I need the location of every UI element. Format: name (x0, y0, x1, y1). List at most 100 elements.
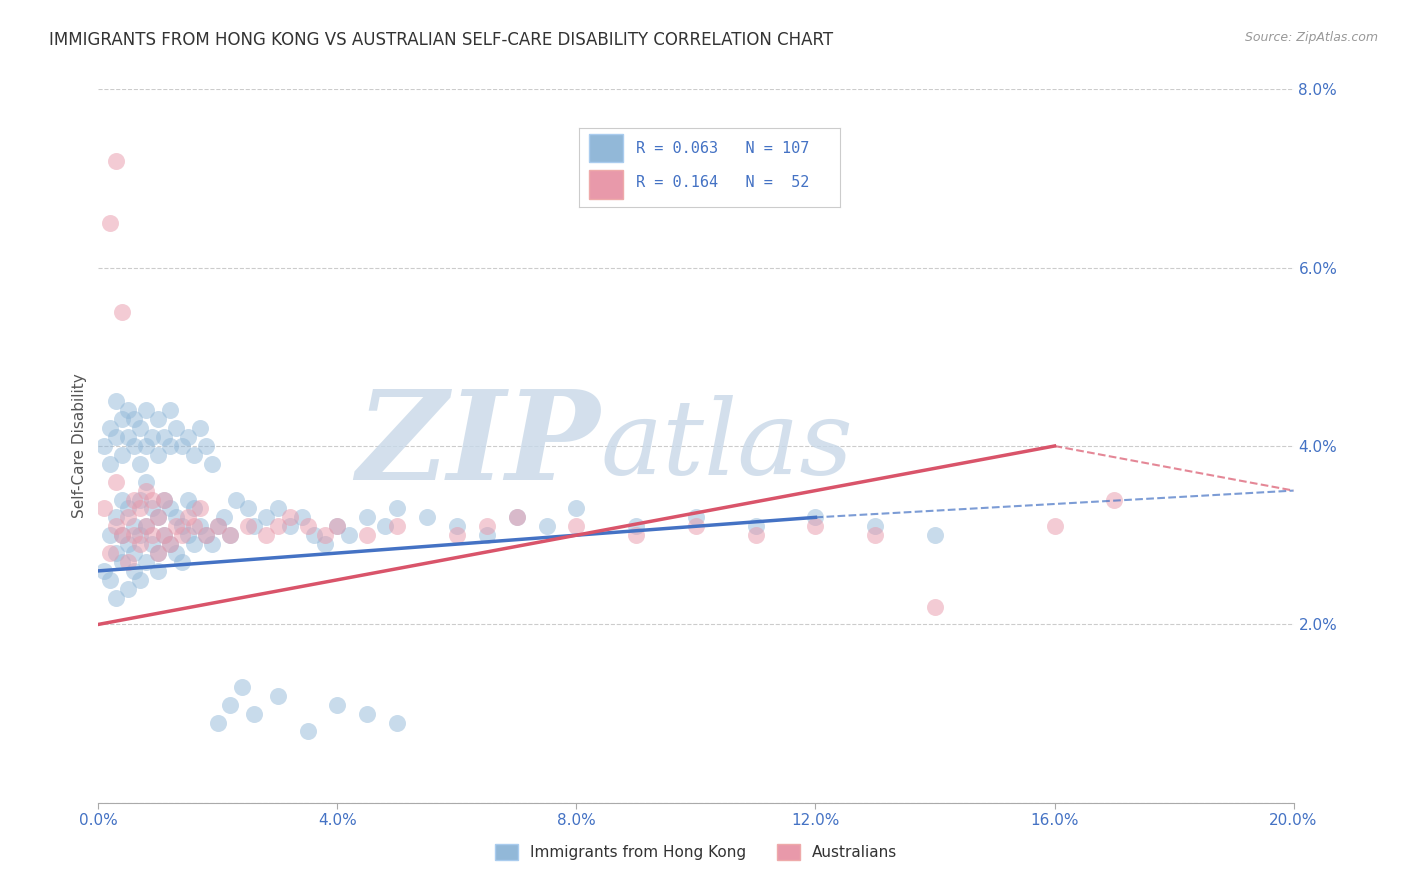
Point (236, 519, 259, 533)
Point (326, 698, 349, 712)
Point (148, 412, 170, 426)
Point (188, 519, 211, 533)
Point (98, 216, 122, 230)
Point (356, 528, 378, 542)
Point (446, 519, 468, 533)
Point (356, 706, 378, 721)
Point (172, 439, 194, 453)
Point (111, 492, 134, 507)
Point (212, 510, 235, 524)
Point (148, 564, 170, 578)
Point (278, 510, 301, 524)
Point (129, 421, 152, 435)
Point (165, 546, 187, 560)
Point (141, 492, 163, 507)
Point (865, 528, 887, 542)
Point (117, 510, 139, 524)
Point (153, 528, 176, 542)
Point (219, 698, 242, 712)
Point (177, 492, 200, 507)
Point (124, 492, 146, 507)
Point (207, 519, 229, 533)
Point (98, 421, 122, 435)
Point (416, 510, 439, 524)
Point (231, 680, 253, 694)
Point (297, 519, 319, 533)
Point (172, 519, 194, 533)
Point (254, 528, 277, 542)
Point (1104, 492, 1126, 507)
Point (105, 546, 128, 560)
Point (302, 528, 325, 542)
Point (135, 403, 157, 417)
Point (225, 492, 247, 507)
Point (565, 519, 588, 533)
Point (129, 537, 152, 551)
Point (188, 421, 211, 435)
Point (148, 546, 170, 560)
Text: atlas: atlas (600, 395, 853, 497)
Point (165, 510, 187, 524)
Point (356, 510, 378, 524)
Point (124, 546, 146, 560)
Point (129, 528, 152, 542)
Point (124, 412, 146, 426)
Point (626, 519, 648, 533)
Point (177, 430, 200, 444)
Point (236, 501, 259, 516)
Point (183, 501, 205, 516)
Point (105, 591, 128, 605)
Point (326, 519, 349, 533)
Point (98, 528, 122, 542)
Point (291, 510, 314, 524)
Point (135, 475, 157, 489)
Point (339, 528, 361, 542)
Text: R = 0.164   N =  52: R = 0.164 N = 52 (637, 176, 810, 190)
Point (172, 555, 194, 569)
Point (153, 492, 176, 507)
Point (183, 448, 205, 462)
Point (111, 448, 134, 462)
Point (135, 555, 157, 569)
Point (297, 724, 319, 739)
Point (219, 528, 242, 542)
Point (374, 519, 396, 533)
Point (565, 501, 588, 516)
Point (159, 501, 181, 516)
Point (385, 501, 409, 516)
Point (111, 555, 134, 569)
Point (105, 519, 128, 533)
Point (111, 528, 134, 542)
Point (506, 510, 529, 524)
Point (105, 510, 128, 524)
Point (267, 519, 290, 533)
Point (117, 582, 139, 596)
Point (267, 501, 290, 516)
Point (195, 528, 218, 542)
Point (141, 501, 163, 516)
Point (219, 528, 242, 542)
Point (165, 519, 187, 533)
Point (135, 519, 157, 533)
Point (141, 537, 163, 551)
Point (111, 305, 134, 319)
FancyBboxPatch shape (589, 170, 623, 199)
Point (117, 403, 139, 417)
Point (93, 501, 115, 516)
Point (536, 519, 558, 533)
Point (111, 412, 134, 426)
FancyBboxPatch shape (589, 134, 623, 162)
Point (207, 519, 229, 533)
Point (135, 439, 157, 453)
Point (685, 519, 707, 533)
Legend: Immigrants from Hong Kong, Australians: Immigrants from Hong Kong, Australians (489, 838, 903, 866)
Point (105, 430, 128, 444)
Text: R = 0.063   N = 107: R = 0.063 N = 107 (637, 141, 810, 156)
Point (243, 706, 266, 721)
Point (188, 501, 211, 516)
Point (177, 528, 200, 542)
Point (111, 528, 134, 542)
Point (105, 153, 128, 168)
Point (159, 537, 181, 551)
Point (165, 421, 187, 435)
